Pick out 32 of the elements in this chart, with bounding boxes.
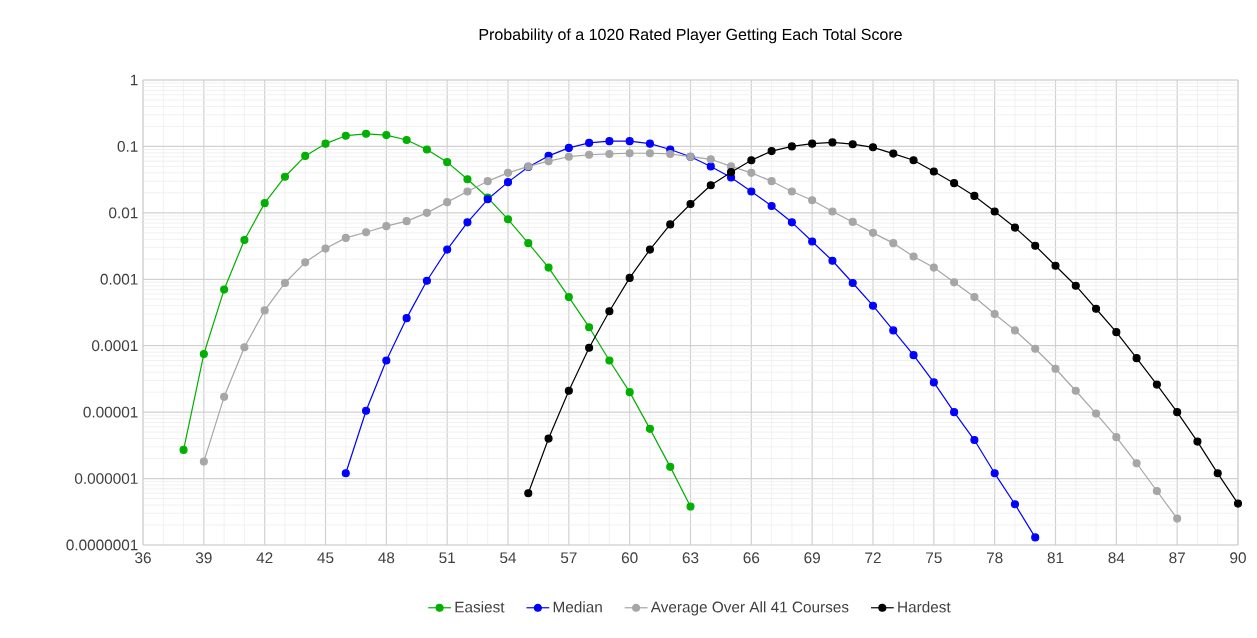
- x-tick-label: 75: [926, 552, 942, 564]
- x-tick-label: 57: [560, 552, 577, 564]
- y-tick-label: 0.00001: [83, 406, 138, 418]
- legend-label: Median: [553, 601, 602, 613]
- x-tick-label: 66: [743, 552, 760, 564]
- x-tick-label: 78: [986, 552, 1003, 564]
- legend-label: Average Over All 41 Courses: [650, 601, 849, 616]
- x-tick-label: 51: [439, 552, 455, 564]
- x-tick-label: 36: [135, 552, 151, 564]
- x-tick-label: 72: [865, 552, 881, 564]
- y-tick-label: 0.001: [100, 273, 138, 285]
- x-tick-label: 54: [500, 552, 517, 564]
- y-tick-label: 0.0000001: [66, 539, 138, 551]
- x-tick-label: 69: [804, 552, 820, 564]
- x-tick-label: 87: [1169, 552, 1185, 564]
- x-tick-label: 90: [1230, 552, 1246, 564]
- x-tick-label: 84: [1108, 552, 1125, 564]
- chart-title: Probability of a 1020 Rated Player Getting Each Total Score: [479, 28, 902, 44]
- x-tick-label: 81: [1047, 552, 1064, 564]
- x-tick-label: 63: [682, 552, 699, 564]
- x-tick-label: 48: [378, 552, 395, 564]
- y-tick-label: 1: [130, 74, 138, 86]
- y-tick-label: 0.01: [109, 207, 138, 219]
- x-tick-label: 39: [195, 552, 212, 564]
- y-tick-label: 0.000001: [74, 473, 138, 484]
- x-tick-label: 60: [621, 552, 638, 564]
- legend-label: Hardest: [898, 601, 951, 613]
- x-tick-label: 42: [256, 552, 273, 564]
- y-tick-label: 0.0001: [92, 340, 138, 352]
- legend-label: Easiest: [455, 601, 505, 613]
- y-tick-label: 0.1: [117, 141, 138, 152]
- x-tick-label: 45: [317, 552, 334, 564]
